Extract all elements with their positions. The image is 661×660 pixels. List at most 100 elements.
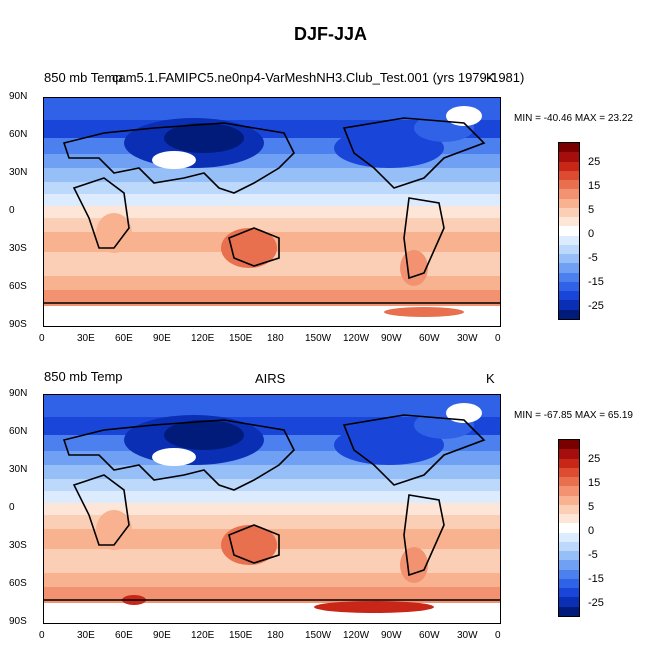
lon-tick-label: 60E xyxy=(115,630,133,641)
field-band xyxy=(44,182,500,194)
lon-tick-label: 120E xyxy=(191,630,215,641)
lat-tick-label: 30N xyxy=(9,167,28,178)
coastline-australia xyxy=(228,524,280,564)
missing-data xyxy=(446,403,482,423)
panel2-colorbar xyxy=(558,439,580,617)
colorbar-swatch xyxy=(559,523,579,533)
lon-tick-label: 90E xyxy=(153,333,171,344)
lat-tick-label: 0 xyxy=(9,205,15,216)
colorbar-swatch xyxy=(559,514,579,524)
lat-tick-label: 30S xyxy=(9,540,27,551)
coastline-africa xyxy=(72,177,130,249)
colorbar-swatch xyxy=(559,244,579,254)
panel2-left-label: 850 mb Temp xyxy=(44,369,123,384)
colorbar-swatch xyxy=(559,467,579,477)
field-band xyxy=(44,290,500,306)
colorbar-swatch xyxy=(559,541,579,551)
colorbar-swatch xyxy=(559,440,579,450)
lon-tick-label: 150E xyxy=(229,630,253,641)
colorbar-swatch xyxy=(559,597,579,607)
colorbar-tick-label: 5 xyxy=(588,501,595,513)
panel1-left-label: 850 mb Temp xyxy=(44,70,123,85)
colorbar-tick-label: -15 xyxy=(588,276,604,288)
panel1-colorbar xyxy=(558,142,580,320)
colorbar-tick-label: 15 xyxy=(588,180,601,192)
colorbar-tick-label: 0 xyxy=(588,228,595,240)
field-band xyxy=(44,194,500,206)
field-band xyxy=(44,573,500,587)
colorbar-swatch xyxy=(559,254,579,264)
field-band xyxy=(44,479,500,491)
colorbar-tick-label: -25 xyxy=(588,300,604,312)
colorbar-swatch xyxy=(559,198,579,208)
colorbar-tick-label: 25 xyxy=(588,453,601,465)
lat-tick-label: 60N xyxy=(9,129,28,140)
lon-tick-label: 60W xyxy=(419,333,440,344)
lat-tick-label: 30S xyxy=(9,243,27,254)
panel1-map xyxy=(43,97,501,327)
colorbar-tick-label: 25 xyxy=(588,156,601,168)
warm-anomaly xyxy=(96,213,132,253)
colorbar-swatch xyxy=(559,560,579,570)
colorbar-swatch xyxy=(559,300,579,310)
colorbar-swatch xyxy=(559,272,579,282)
cold-anomaly-core xyxy=(164,420,244,450)
colorbar-swatch xyxy=(559,281,579,291)
lat-tick-label: 90N xyxy=(9,388,28,399)
colorbar-swatch xyxy=(559,217,579,227)
field-band xyxy=(44,206,500,218)
colorbar-swatch xyxy=(559,578,579,588)
lon-tick-label: 0 xyxy=(495,630,501,641)
lon-tick-label: 30E xyxy=(77,630,95,641)
lon-tick-label: 60E xyxy=(115,333,133,344)
panel1-center-label: cam5.1.FAMIPC5.ne0np4-VarMeshNH3.Club_Te… xyxy=(112,70,525,85)
colorbar-swatch xyxy=(559,152,579,162)
colorbar-swatch xyxy=(559,161,579,171)
cold-anomaly-core xyxy=(164,123,244,153)
lat-tick-label: 60S xyxy=(9,281,27,292)
colorbar-swatch xyxy=(559,449,579,459)
lon-tick-label: 120E xyxy=(191,333,215,344)
coastline-australia xyxy=(228,227,280,267)
field-band xyxy=(44,98,500,120)
lon-tick-label: 180 xyxy=(267,333,284,344)
warm-anomaly xyxy=(384,307,464,317)
field-band xyxy=(44,218,500,232)
warm-anomaly xyxy=(96,510,132,550)
lat-tick-label: 90S xyxy=(9,319,27,330)
colorbar-swatch xyxy=(559,189,579,199)
coastline-south-america xyxy=(403,197,445,280)
colorbar-swatch xyxy=(559,143,579,153)
coastline-eurasia xyxy=(62,419,295,491)
colorbar-swatch xyxy=(559,569,579,579)
panel2-map-field xyxy=(44,395,500,623)
field-band xyxy=(44,503,500,515)
colorbar-swatch xyxy=(559,532,579,542)
lon-tick-label: 90E xyxy=(153,630,171,641)
lat-tick-label: 90S xyxy=(9,616,27,627)
coastline-africa xyxy=(72,474,130,546)
colorbar-swatch xyxy=(559,226,579,236)
colorbar-swatch xyxy=(559,207,579,217)
lon-tick-label: 150E xyxy=(229,333,253,344)
warm-anomaly xyxy=(400,547,428,583)
lon-tick-label: 90W xyxy=(381,630,402,641)
lon-tick-label: 0 xyxy=(495,333,501,344)
lon-tick-label: 120W xyxy=(343,630,370,641)
colorbar-swatch xyxy=(559,551,579,561)
colorbar-swatch xyxy=(559,588,579,598)
colorbar-swatch xyxy=(559,291,579,301)
lat-tick-label: 90N xyxy=(9,91,28,102)
lon-tick-label: 0 xyxy=(39,630,45,641)
lon-tick-label: 150W xyxy=(305,333,332,344)
colorbar-swatch xyxy=(559,180,579,190)
panel2-center-label: AIRS xyxy=(255,371,286,386)
panel2-min-max: MIN = -67.85 MAX = 65.19 xyxy=(514,410,633,421)
colorbar-swatch xyxy=(559,486,579,496)
colorbar-tick-label: -5 xyxy=(588,252,598,264)
colorbar-swatch xyxy=(559,309,579,319)
colorbar-swatch xyxy=(559,495,579,505)
lon-tick-label: 0 xyxy=(39,333,45,344)
colorbar-swatch xyxy=(559,477,579,487)
field-band xyxy=(44,168,500,182)
